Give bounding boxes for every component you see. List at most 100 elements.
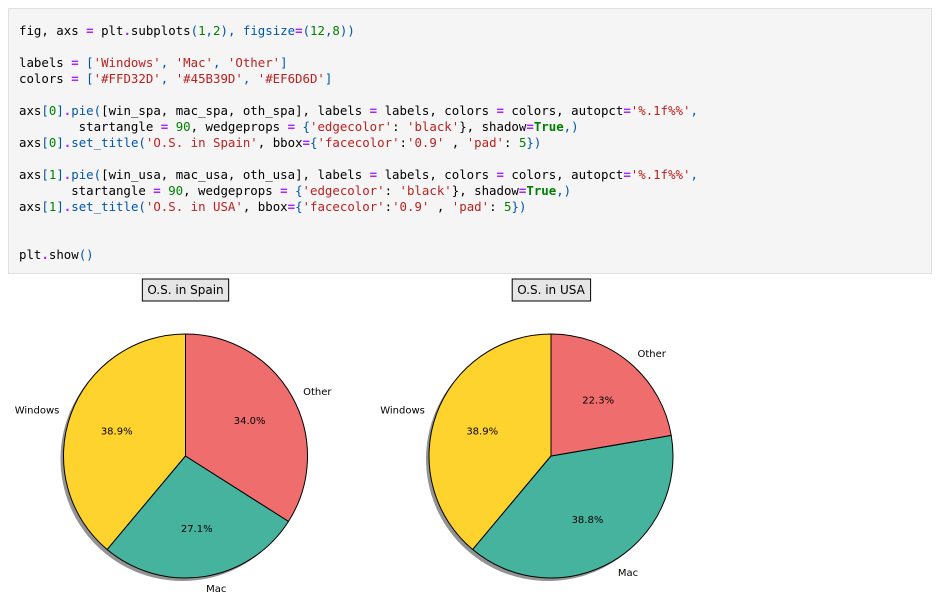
code-token: , bbox <box>242 199 288 214</box>
code-token: [ <box>86 71 94 86</box>
code-token: set_title( <box>71 135 146 150</box>
pie-pct-label: 38.9% <box>101 426 133 437</box>
code-token: 'facecolor' <box>317 135 400 150</box>
code-token: 0 <box>48 103 57 118</box>
code-token: { <box>302 119 310 134</box>
pie-category-label: Mac <box>206 584 226 595</box>
pie-slice-mac <box>106 455 290 579</box>
code-line <box>19 215 921 231</box>
code-line <box>19 39 921 55</box>
code-line: plt.show() <box>19 247 921 263</box>
code-token: 5 <box>518 135 527 150</box>
code-token: 0 <box>48 135 57 150</box>
code-token: '%.1f%%' <box>630 167 691 182</box>
pie-pct-label: 27.1% <box>181 524 213 535</box>
code-token: plt <box>93 23 124 38</box>
code-token: colors <box>19 71 72 86</box>
code-token: , wedgeprops <box>183 183 281 198</box>
pie-chart: 38.9% Windows 27.1% Mac 34.0% Other O.S. in Sp… <box>15 278 332 595</box>
code-token: 'edgecolor' <box>302 183 385 198</box>
code-token: : <box>399 135 408 150</box>
pie-category-label: Windows <box>380 406 425 417</box>
code-token: '0.9' <box>392 199 430 214</box>
pie-slice-windows <box>428 333 552 551</box>
code-token: , <box>160 55 176 70</box>
code-token: = <box>496 167 504 182</box>
code-token: : <box>489 199 505 214</box>
code-token: True <box>533 119 564 134</box>
code-token: '#45B39D' <box>175 71 243 86</box>
code-token: 'black' <box>406 119 460 134</box>
code-token: 90 <box>175 119 191 134</box>
code-cell[interactable]: fig, axs = plt.subplots(1,2), figsize=(1… <box>8 8 932 274</box>
code-token: , shadow <box>459 183 519 198</box>
code-token: '#EF6D6D' <box>257 71 325 86</box>
code-token: subplots <box>130 23 191 38</box>
code-token: 5 <box>504 199 512 214</box>
code-token: , wedgeprops <box>190 119 288 134</box>
code-line: startangle = 90, wedgeprops = {'edgecolo… <box>19 119 921 135</box>
pie-slice-other <box>550 333 672 457</box>
code-token: [ <box>41 103 49 118</box>
code-token: , shadow <box>466 119 527 134</box>
code-token: ( <box>190 23 199 38</box>
code-token: . <box>63 167 72 182</box>
code-token: = <box>623 167 631 182</box>
code-token: } <box>451 183 460 198</box>
code-token: [win_usa, mac_usa, oth_usa], labels <box>101 167 370 182</box>
code-token: = <box>86 23 94 38</box>
code-token: True <box>526 183 557 198</box>
code-token <box>295 119 302 134</box>
code-token: = <box>496 103 504 118</box>
code-token: 'O.S. in Spain' <box>145 135 258 150</box>
code-token: 'black' <box>399 183 452 198</box>
code-token: [ <box>86 55 94 70</box>
code-token: 1 <box>198 23 206 38</box>
code-line: axs[1].pie([win_usa, mac_usa, oth_usa], … <box>19 167 921 183</box>
code-token: : <box>384 199 393 214</box>
code-token <box>168 119 175 134</box>
code-token: , <box>690 167 698 182</box>
code-line <box>19 151 921 167</box>
code-line <box>19 231 921 247</box>
code-token: axs <box>19 199 42 214</box>
code-token: = <box>153 183 161 198</box>
code-token: = <box>623 103 631 118</box>
code-token: 2 <box>213 23 221 38</box>
code-token: 'edgecolor' <box>310 119 393 134</box>
code-line <box>19 87 921 103</box>
code-token: ,) <box>563 119 579 134</box>
code-token: 1 <box>48 199 57 214</box>
code-token: [win_spa, mac_spa, oth_spa], labels <box>101 103 370 118</box>
code-token: ] <box>324 71 333 86</box>
code-token: startangle <box>19 119 161 134</box>
output-area: 38.9% Windows 27.1% Mac 34.0% Other O.S. in Sp… <box>0 276 942 614</box>
code-token: . <box>63 135 72 150</box>
code-token: axs <box>19 167 42 182</box>
code-token: = <box>280 183 288 198</box>
code-token: , <box>429 199 452 214</box>
pie-title: O.S. in Spain <box>147 283 223 297</box>
code-token: , bbox <box>257 135 303 150</box>
code-line: labels = ['Windows', 'Mac', 'Other'] <box>19 55 921 71</box>
code-token: startangle <box>19 183 154 198</box>
code-token: = <box>287 119 296 134</box>
code-token: ] <box>56 167 64 182</box>
code-token: ), figsize <box>220 23 296 38</box>
code-token: labels, colors <box>377 167 497 182</box>
code-token: , <box>205 23 214 38</box>
pie-category-label: Other <box>638 349 667 360</box>
code-token: , <box>444 135 467 150</box>
code-token: = <box>71 71 79 86</box>
code-token: 1 <box>48 167 57 182</box>
code-token: colors, autopct <box>503 167 624 182</box>
code-token: axs <box>19 135 42 150</box>
code-line: axs[0].set_title('O.S. in Spain', bbox={… <box>19 135 921 151</box>
pie-slice-mac <box>472 434 674 579</box>
code-token: = <box>71 55 79 70</box>
code-token: ( <box>302 23 311 38</box>
code-token: 90 <box>168 183 184 198</box>
code-token: { <box>295 199 303 214</box>
code-token: 'Other' <box>227 55 281 70</box>
code-token: = <box>518 183 527 198</box>
